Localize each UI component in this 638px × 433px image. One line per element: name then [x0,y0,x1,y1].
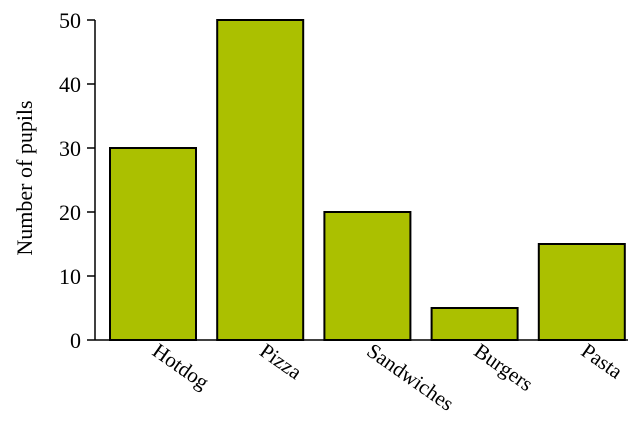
y-tick-label: 0 [70,328,81,353]
bars-group [109,19,626,341]
x-tick-label-pizza: Pizza [255,338,307,384]
y-tick-label: 40 [59,72,81,97]
bar-pasta [537,243,626,341]
y-tick-label: 20 [59,200,81,225]
bar-sandwiches [323,211,412,341]
y-tick-label: 30 [59,136,81,161]
x-labels-group: Hotdog Pizza Sandwiches Burgers Pasta [148,338,627,415]
bar-burgers [430,307,519,341]
x-tick-label-hotdog: Hotdog [148,338,214,394]
y-tick-label: 10 [59,264,81,289]
y-axis-title: Number of pupils [12,100,37,255]
bar-hotdog [109,147,197,341]
x-tick-label-pasta: Pasta [577,338,628,383]
x-tick-label-sandwiches: Sandwiches [363,338,459,415]
y-ticks-group: 0 10 20 30 40 50 [59,8,95,353]
x-tick-label-burgers: Burgers [470,338,538,396]
y-tick-label: 50 [59,8,81,33]
bar-pizza [216,19,305,341]
